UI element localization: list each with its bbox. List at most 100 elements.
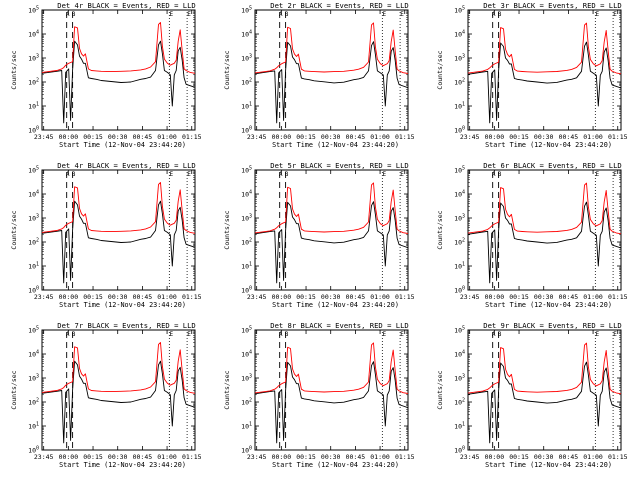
detector-panel: Det 8r BLACK = Events, RED = LLD 100 101 10… [213, 320, 426, 480]
x-tick-label: 00:45 [346, 453, 366, 461]
x-tick-label: 00:15 [296, 133, 316, 141]
x-tick-label: 00:45 [346, 293, 366, 301]
y-tick-label: 104 [241, 190, 252, 199]
y-tick-label: 101 [241, 262, 252, 271]
detector-panel: Det 5r BLACK = Events, RED = LLD 100 101 10… [213, 160, 426, 320]
flare-marker-label: B [498, 331, 502, 338]
x-tick-label: 00:45 [346, 133, 366, 141]
plot-frame [41, 329, 196, 451]
lightcurve-plot: Det 4r BLACK = Events, RED = LLD 100 101 10… [10, 1, 202, 149]
x-tick-label: 00:30 [534, 133, 554, 141]
y-tick-label: 102 [241, 398, 252, 407]
x-axis-label: Start Time (12-Nov-04 23:44:20) [59, 141, 186, 149]
y-tick-label: 104 [241, 30, 252, 39]
x-tick-label: 23:45 [247, 453, 267, 461]
y-tick-label: 102 [28, 398, 39, 407]
y-tick-label: 102 [241, 238, 252, 247]
lld-series-line [41, 22, 196, 74]
y-tick-label: 100 [454, 446, 465, 455]
y-tick-label: 104 [28, 350, 39, 359]
lld-series-line [467, 342, 622, 395]
x-tick-label: 00:45 [559, 293, 579, 301]
y-tick-label: 101 [454, 422, 465, 431]
events-series-line [254, 41, 409, 124]
x-tick-label: 23:45 [34, 133, 54, 141]
plot-frame [254, 329, 409, 451]
y-tick-label: 100 [241, 286, 252, 295]
x-tick-label: 01:15 [182, 133, 202, 141]
eclipse-marker-label: E [383, 11, 387, 18]
detector-panel: Det 3r BLACK = Events, RED = LLD 100 101 10… [426, 0, 639, 160]
panel-title: Det 2r BLACK = Events, RED = LLD [270, 1, 408, 10]
x-tick-label: 00:00 [59, 453, 79, 461]
y-tick-label: 101 [454, 102, 465, 111]
flare-marker-label: A [492, 11, 496, 18]
x-tick-label: 00:00 [272, 453, 292, 461]
y-tick-label: 103 [28, 214, 39, 223]
y-axis-label: Counts/sec [436, 210, 444, 249]
plot-frame [254, 9, 409, 131]
flare-marker-label: B [285, 331, 289, 338]
lld-series-line [41, 182, 196, 234]
x-tick-label: 23:45 [34, 293, 54, 301]
eclipse-marker-label: E [187, 171, 191, 178]
y-tick-label: 104 [454, 30, 465, 39]
x-tick-label: 00:15 [296, 293, 316, 301]
events-series-line [41, 200, 196, 284]
x-axis-label: Start Time (12-Nov-04 23:44:20) [485, 141, 612, 149]
eclipse-marker-label: E [613, 11, 617, 18]
flare-marker-label: A [492, 331, 496, 338]
y-tick-label: 100 [454, 126, 465, 135]
y-axis-label: Counts/sec [10, 50, 18, 89]
detector-panel: Det 2r BLACK = Events, RED = LLD 100 101 10… [213, 0, 426, 160]
x-tick-label: 01:15 [608, 293, 628, 301]
x-tick-label: 00:30 [534, 293, 554, 301]
eclipse-marker-label: E [383, 331, 387, 338]
y-tick-label: 103 [28, 374, 39, 383]
lld-series-line [467, 182, 622, 235]
y-tick-label: 105 [241, 166, 252, 175]
lightcurve-plot: Det 7r BLACK = Events, RED = LLD 100 101 10… [10, 321, 202, 469]
y-tick-label: 102 [454, 398, 465, 407]
x-tick-label: 00:30 [108, 453, 128, 461]
x-tick-label: 01:15 [395, 293, 415, 301]
y-tick-label: 103 [241, 214, 252, 223]
eclipse-marker-label: E [596, 11, 600, 18]
x-tick-label: 00:45 [133, 453, 153, 461]
eclipse-marker-label: E [400, 11, 404, 18]
x-tick-label: 01:15 [182, 453, 202, 461]
panel-title: Det 9r BLACK = Events, RED = LLD [483, 321, 621, 330]
x-tick-label: 00:00 [485, 293, 505, 301]
lightcurve-plot: Det 8r BLACK = Events, RED = LLD 100 101 10… [223, 321, 415, 469]
panel-title: Det 4r BLACK = Events, RED = LLD [57, 161, 195, 170]
lightcurve-plot: Det 2r BLACK = Events, RED = LLD 100 101 10… [223, 1, 415, 149]
x-axis-label: Start Time (12-Nov-04 23:44:20) [272, 461, 399, 469]
y-tick-label: 100 [28, 126, 39, 135]
x-tick-label: 00:15 [296, 453, 316, 461]
y-tick-label: 102 [454, 78, 465, 87]
x-tick-label: 00:15 [509, 133, 529, 141]
panel-title: Det 5r BLACK = Events, RED = LLD [270, 161, 408, 170]
panel-title: Det 6r BLACK = Events, RED = LLD [483, 161, 621, 170]
y-tick-label: 105 [454, 6, 465, 15]
x-tick-label: 00:00 [59, 133, 79, 141]
x-tick-label: 00:30 [108, 133, 128, 141]
flare-marker-label: B [285, 11, 289, 18]
y-axis-label: Counts/sec [436, 370, 444, 409]
events-series-line [254, 201, 409, 284]
y-axis-label: Counts/sec [436, 50, 444, 89]
flare-marker-label: A [492, 171, 496, 178]
events-series-line [41, 360, 196, 444]
y-axis-label: Counts/sec [10, 370, 18, 409]
x-axis-label: Start Time (12-Nov-04 23:44:20) [272, 141, 399, 149]
flare-marker-label: B [72, 171, 76, 178]
x-tick-label: 01:00 [157, 293, 177, 301]
x-tick-label: 01:00 [583, 293, 603, 301]
x-tick-label: 00:45 [133, 293, 153, 301]
events-series-line [467, 41, 622, 124]
x-tick-label: 01:00 [157, 133, 177, 141]
eclipse-marker-label: E [613, 171, 617, 178]
y-tick-label: 101 [454, 262, 465, 271]
y-tick-label: 103 [454, 54, 465, 63]
x-tick-label: 01:15 [182, 293, 202, 301]
